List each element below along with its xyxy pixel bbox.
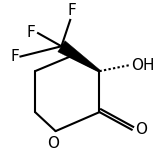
Text: F: F xyxy=(67,3,76,18)
Text: F: F xyxy=(10,49,19,64)
Polygon shape xyxy=(58,41,100,72)
Text: O: O xyxy=(135,122,147,137)
Text: OH: OH xyxy=(131,58,154,73)
Text: F: F xyxy=(26,25,35,40)
Text: O: O xyxy=(47,136,59,151)
